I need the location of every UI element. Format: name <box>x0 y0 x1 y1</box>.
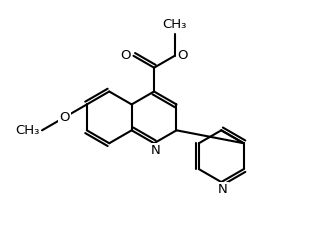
Text: N: N <box>150 144 160 158</box>
Text: CH₃: CH₃ <box>163 18 187 31</box>
Text: O: O <box>121 49 131 62</box>
Text: O: O <box>177 49 188 62</box>
Text: O: O <box>59 111 70 124</box>
Text: N: N <box>218 183 228 196</box>
Text: CH₃: CH₃ <box>15 124 40 137</box>
